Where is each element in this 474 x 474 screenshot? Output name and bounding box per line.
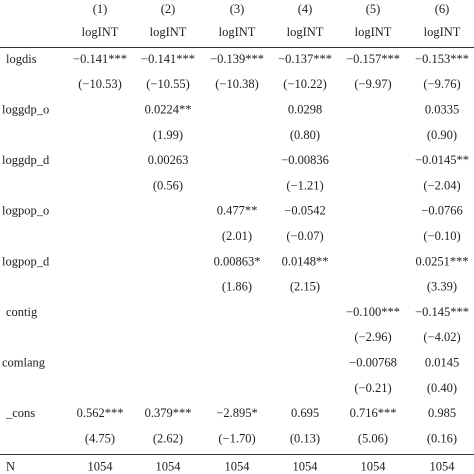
cell: −0.100*** (346, 305, 400, 319)
column-header: logINT (287, 25, 324, 39)
cell: −0.137*** (278, 52, 332, 66)
row-label: N (6, 460, 15, 474)
cell: −0.141*** (141, 52, 195, 66)
t-statistic: (−10.22) (283, 77, 327, 91)
t-statistic: (−1.70) (218, 431, 255, 445)
cell: 1054 (225, 460, 251, 474)
t-statistic: (0.56) (153, 178, 183, 192)
t-statistic: (−0.10) (423, 229, 460, 243)
t-statistic: (−1.21) (286, 178, 323, 192)
cell: 0.562*** (77, 406, 124, 420)
cell: −0.153*** (415, 52, 469, 66)
row-label: contig (6, 305, 38, 319)
cell: −0.145*** (415, 305, 469, 319)
cell: 0.00863* (214, 254, 261, 268)
cell: 0.0251*** (415, 254, 468, 268)
t-statistic: (−10.38) (215, 77, 259, 91)
cell: −0.0766 (421, 204, 462, 218)
t-statistic: (0.90) (427, 128, 457, 142)
t-statistic: (−2.96) (354, 330, 391, 344)
column-header: logINT (150, 25, 187, 39)
cell: 0.0335 (425, 102, 459, 116)
column-header: (4) (298, 2, 313, 16)
row-label: logdis (6, 52, 37, 66)
cell: 1054 (293, 460, 319, 474)
cell: −0.0145** (415, 153, 469, 167)
cell: 0.716*** (350, 406, 397, 420)
cell: −0.00768 (349, 355, 397, 369)
column-header: (3) (230, 2, 245, 16)
cell: 1054 (361, 460, 387, 474)
cell: 0.379*** (145, 406, 192, 420)
row-label: loggdp_o (2, 102, 49, 116)
cell: −0.139*** (210, 52, 264, 66)
row-label: logpop_d (2, 254, 50, 268)
column-header: logINT (355, 25, 392, 39)
t-statistic: (2.01) (222, 229, 252, 243)
t-statistic: (−0.21) (354, 381, 391, 395)
t-statistic: (2.15) (290, 280, 320, 294)
cell: 0.0145 (425, 355, 459, 369)
cell: 1054 (88, 460, 114, 474)
cell: 0.00263 (148, 153, 189, 167)
t-statistic: (−10.55) (146, 77, 190, 91)
t-statistic: (0.40) (427, 381, 457, 395)
t-statistic: (−10.53) (78, 77, 122, 91)
t-statistic: (0.13) (290, 431, 320, 445)
t-statistic: (4.75) (85, 431, 115, 445)
t-statistic: (1.99) (153, 128, 183, 142)
cell: 1054 (430, 460, 456, 474)
t-statistic: (0.80) (290, 128, 320, 142)
t-statistic: (−9.76) (423, 77, 460, 91)
t-statistic: (−0.07) (286, 229, 323, 243)
cell: 0.695 (291, 406, 319, 420)
column-header: logINT (219, 25, 256, 39)
cell: 0.0148** (282, 254, 329, 268)
column-header: logINT (424, 25, 461, 39)
cell: −0.00836 (281, 153, 329, 167)
t-statistic: (1.86) (222, 280, 252, 294)
row-label: logpop_o (2, 204, 49, 218)
cell: −0.0542 (284, 204, 325, 218)
t-statistic: (2.62) (153, 431, 183, 445)
t-statistic: (−2.04) (423, 178, 460, 192)
row-label: _cons (5, 406, 35, 420)
cell: 0.0224** (145, 102, 192, 116)
cell: −0.157*** (346, 52, 400, 66)
row-label: comlang (2, 355, 46, 369)
cell: −0.141*** (73, 52, 127, 66)
cell: −2.895* (216, 406, 257, 420)
column-header: (2) (161, 2, 176, 16)
t-statistic: (3.39) (427, 280, 457, 294)
column-header: logINT (82, 25, 119, 39)
column-header: (1) (93, 2, 108, 16)
row-label: loggdp_d (2, 153, 50, 167)
t-statistic: (0.16) (427, 431, 457, 445)
cell: 0.985 (428, 406, 456, 420)
column-header: (5) (366, 2, 381, 16)
cell: 1054 (156, 460, 182, 474)
column-header: (6) (435, 2, 450, 16)
t-statistic: (5.06) (358, 431, 388, 445)
cell: 0.0298 (288, 102, 322, 116)
t-statistic: (−4.02) (423, 330, 460, 344)
t-statistic: (−9.97) (354, 77, 391, 91)
cell: 0.477** (217, 204, 258, 218)
